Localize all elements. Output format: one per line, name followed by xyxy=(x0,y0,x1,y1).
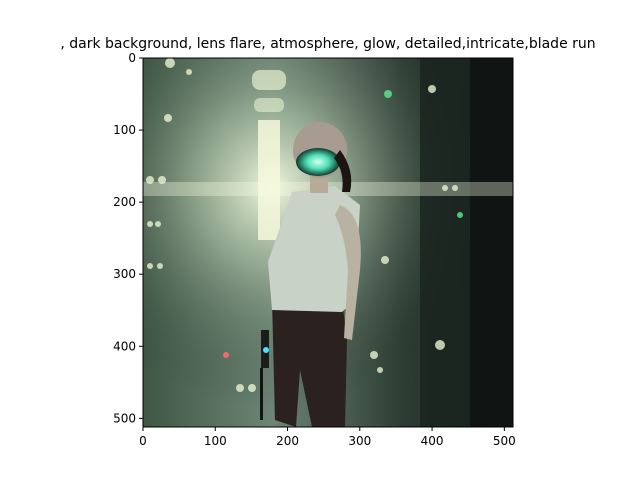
y-tick-label: 300 xyxy=(113,267,136,281)
x-tick-label: 200 xyxy=(276,434,299,448)
photo-image xyxy=(143,58,513,427)
x-axis: 0 100 200 300 400 500 xyxy=(139,427,516,448)
x-tick-label: 100 xyxy=(204,434,227,448)
chart-title: , dark background, lens flare, atmospher… xyxy=(60,36,595,52)
x-tick-label: 0 xyxy=(139,434,147,448)
y-tick-label: 200 xyxy=(113,195,136,209)
x-tick-label: 300 xyxy=(348,434,371,448)
y-axis: 0 100 200 300 400 500 xyxy=(113,51,143,425)
y-tick-label: 400 xyxy=(113,339,136,353)
y-tick-label: 0 xyxy=(128,51,136,65)
y-tick-label: 500 xyxy=(113,411,136,425)
plot-frame xyxy=(142,57,514,428)
x-tick-label: 500 xyxy=(493,434,516,448)
x-tick-label: 400 xyxy=(421,434,444,448)
y-tick-label: 100 xyxy=(113,123,136,137)
